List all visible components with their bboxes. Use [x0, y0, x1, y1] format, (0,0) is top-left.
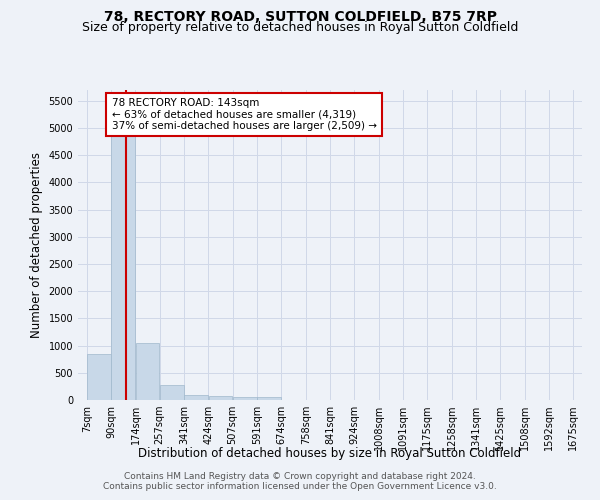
- Text: Contains HM Land Registry data © Crown copyright and database right 2024.: Contains HM Land Registry data © Crown c…: [124, 472, 476, 481]
- Text: 78, RECTORY ROAD, SUTTON COLDFIELD, B75 7RP: 78, RECTORY ROAD, SUTTON COLDFIELD, B75 …: [104, 10, 497, 24]
- Bar: [136, 343, 160, 400]
- Bar: [160, 385, 184, 400]
- Bar: [257, 396, 281, 400]
- Bar: [87, 354, 111, 400]
- Bar: [209, 396, 232, 400]
- Bar: [233, 398, 257, 400]
- Text: Size of property relative to detached houses in Royal Sutton Coldfield: Size of property relative to detached ho…: [82, 21, 518, 34]
- Text: Contains public sector information licensed under the Open Government Licence v3: Contains public sector information licen…: [103, 482, 497, 491]
- Bar: [184, 395, 208, 400]
- Y-axis label: Number of detached properties: Number of detached properties: [30, 152, 43, 338]
- Text: Distribution of detached houses by size in Royal Sutton Coldfield: Distribution of detached houses by size …: [139, 448, 521, 460]
- Text: 78 RECTORY ROAD: 143sqm
← 63% of detached houses are smaller (4,319)
37% of semi: 78 RECTORY ROAD: 143sqm ← 63% of detache…: [112, 98, 377, 131]
- Bar: [111, 101, 135, 400]
